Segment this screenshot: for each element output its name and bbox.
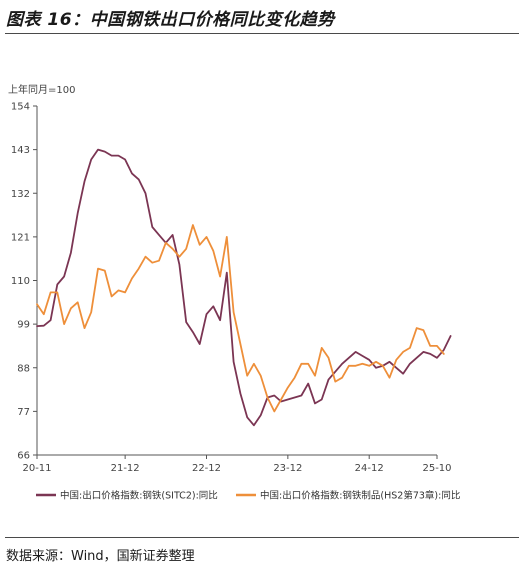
x-tick-label: 21-12 xyxy=(111,463,140,474)
x-tick-label: 23-12 xyxy=(273,463,302,474)
y-tick-label: 88 xyxy=(17,363,30,374)
y-tick-label: 99 xyxy=(17,320,30,331)
x-tick-label: 24-12 xyxy=(355,463,384,474)
legend-label: 中国:出口价格指数:钢铁(SITC2):同比 xyxy=(60,490,218,502)
series-line-1 xyxy=(36,148,452,427)
legend: 中国:出口价格指数:钢铁(SITC2):同比 中国:出口价格指数:钢铁制品(HS2… xyxy=(36,490,460,502)
bottom-rule xyxy=(5,537,519,538)
y-tick-label: 132 xyxy=(11,189,30,200)
legend-item-1: 中国:出口价格指数:钢铁(SITC2):同比 xyxy=(36,490,218,502)
y-tick-label: 154 xyxy=(11,102,30,113)
x-axis: 20-11 21-12 22-12 23-12 24-12 25-10 xyxy=(22,454,452,474)
y-axis: 66 77 88 99 110 121 132 143 154 xyxy=(11,102,38,462)
y-axis-unit-label: 上年同月=100 xyxy=(8,83,75,96)
figure-title: 图表 16：中国钢铁出口价格同比变化趋势 xyxy=(6,10,335,30)
legend-label: 中国:出口价格指数:钢铁制品(HS2第73章):同比 xyxy=(260,490,460,502)
line-chart: 上年同月=100 66 77 88 99 110 121 132 143 154 20-11 21… xyxy=(8,83,460,502)
y-tick-label: 77 xyxy=(17,407,30,418)
y-tick-label: 110 xyxy=(11,276,30,287)
x-tick-label: 25-10 xyxy=(422,463,451,474)
y-tick-label: 143 xyxy=(11,145,30,156)
legend-item-2: 中国:出口价格指数:钢铁制品(HS2第73章):同比 xyxy=(236,490,460,502)
x-tick-label: 20-11 xyxy=(22,463,51,474)
y-tick-label: 121 xyxy=(11,232,30,243)
x-tick-label: 22-12 xyxy=(192,463,221,474)
y-tick-label: 66 xyxy=(17,451,30,462)
series-layer xyxy=(36,148,452,427)
top-rule xyxy=(5,33,519,34)
series-line-2 xyxy=(36,224,445,413)
source-note: 数据来源：Wind，国新证券整理 xyxy=(6,549,195,564)
